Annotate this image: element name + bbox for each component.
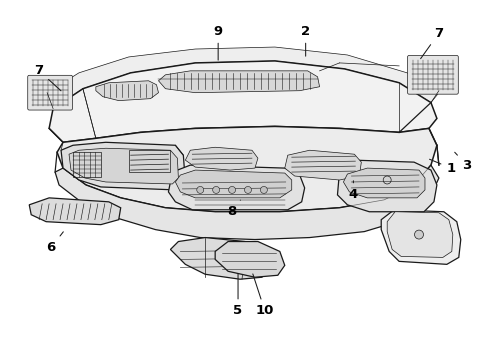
- Text: 6: 6: [47, 232, 63, 254]
- Polygon shape: [57, 126, 437, 212]
- Text: 5: 5: [233, 274, 243, 318]
- Polygon shape: [381, 210, 461, 264]
- Circle shape: [260, 186, 268, 193]
- Polygon shape: [185, 147, 258, 170]
- Polygon shape: [387, 212, 453, 257]
- Text: 7: 7: [420, 27, 443, 59]
- Polygon shape: [49, 61, 437, 142]
- Polygon shape: [55, 165, 439, 239]
- Polygon shape: [96, 81, 158, 100]
- Circle shape: [197, 186, 204, 193]
- Bar: [129, 150, 171, 172]
- Polygon shape: [29, 198, 121, 225]
- Text: 7: 7: [35, 64, 61, 91]
- Polygon shape: [215, 242, 285, 277]
- Bar: [73, 152, 101, 177]
- Circle shape: [415, 230, 423, 239]
- FancyBboxPatch shape: [408, 55, 458, 94]
- FancyBboxPatch shape: [28, 75, 73, 110]
- Text: 1: 1: [430, 159, 455, 175]
- Text: 9: 9: [214, 24, 223, 60]
- Text: 2: 2: [301, 24, 310, 56]
- Polygon shape: [338, 160, 437, 212]
- Polygon shape: [175, 170, 292, 198]
- Polygon shape: [171, 238, 272, 279]
- Polygon shape: [61, 142, 185, 190]
- Polygon shape: [158, 71, 319, 93]
- Circle shape: [229, 186, 236, 193]
- Circle shape: [245, 186, 251, 193]
- Polygon shape: [343, 168, 425, 198]
- Circle shape: [213, 186, 220, 193]
- Polygon shape: [285, 150, 361, 180]
- Text: 8: 8: [227, 200, 241, 218]
- Text: 10: 10: [253, 274, 274, 318]
- Text: 4: 4: [349, 181, 358, 201]
- Polygon shape: [169, 165, 305, 210]
- Text: 3: 3: [455, 152, 471, 172]
- Polygon shape: [69, 148, 178, 184]
- Polygon shape: [47, 47, 439, 109]
